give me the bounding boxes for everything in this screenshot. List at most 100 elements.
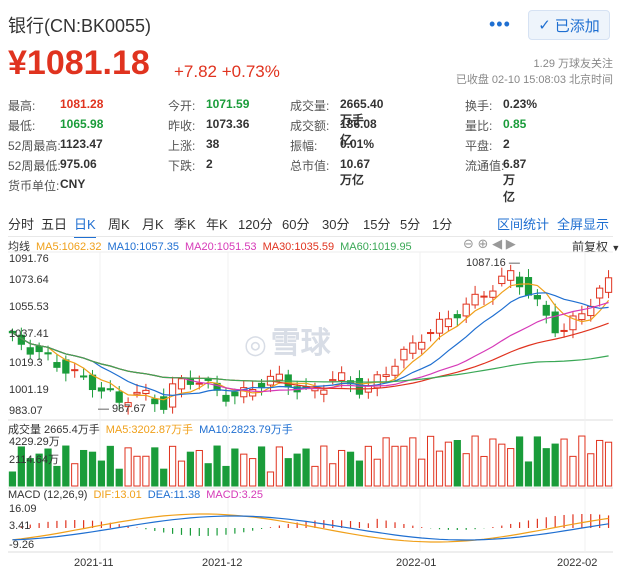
stat-label: 平盘: — [465, 139, 493, 153]
tab-8[interactable]: 60分 — [282, 217, 310, 232]
price-tick: 1091.76 — [9, 253, 49, 265]
stat-label: 下跌: — [168, 159, 196, 173]
adjust-dropdown[interactable]: 前复权 ▼ — [572, 240, 621, 254]
candle-body — [453, 314, 461, 319]
volume-bar — [142, 455, 150, 487]
legend-entry: MA20:1051.53 — [185, 241, 257, 253]
macd-tick: 3.41 — [9, 520, 30, 532]
tab-0[interactable]: 分时 — [8, 217, 35, 232]
zoom-out-icon[interactable]: ⊖ — [463, 236, 474, 251]
tab-12[interactable]: 1分 — [432, 217, 453, 232]
stat-label: 总市值: — [290, 159, 330, 173]
volume-bar — [311, 465, 319, 487]
ma-line-5 — [12, 283, 610, 401]
tab-11[interactable]: 5分 — [400, 217, 421, 232]
current-price: ¥1081.18 — [8, 44, 150, 82]
candle-body — [462, 303, 470, 317]
volume-bar — [284, 458, 292, 487]
pan-right-icon[interactable]: ▶ — [505, 236, 516, 251]
volume-tick: 4229.29万 — [9, 436, 60, 448]
volume-bar — [168, 445, 177, 487]
tab-1[interactable]: 五日 — [41, 217, 68, 232]
stat-label: 昨收: — [168, 119, 196, 133]
x-axis-label: 2022-01 — [396, 557, 436, 569]
tab-4[interactable]: 月K — [142, 217, 164, 232]
stat-item: 今开: 1071.59 — [168, 97, 249, 114]
price-tick: 1073.64 — [9, 274, 49, 286]
volume-bar — [240, 453, 248, 487]
volume-bar — [115, 468, 123, 487]
candle-body — [400, 348, 408, 361]
tab-9[interactable]: 30分 — [322, 217, 350, 232]
candle-body — [80, 375, 88, 378]
stat-item: 下跌: 2 — [168, 157, 213, 174]
stat-item: 上涨: 38 — [168, 137, 219, 154]
volume-bar — [480, 455, 488, 487]
tab-6[interactable]: 年K — [206, 217, 228, 232]
tab-2[interactable]: 日K — [74, 214, 96, 238]
tab-10[interactable]: 15分 — [363, 217, 391, 232]
macd-tick: -9.26 — [9, 539, 34, 551]
stat-label: 振幅: — [290, 139, 318, 153]
candle-body — [329, 379, 337, 382]
stat-value: 1081.28 — [60, 97, 104, 111]
x-axis-label: 2021-12 — [202, 557, 242, 569]
pan-left-icon[interactable]: ◀ — [492, 236, 503, 251]
volume-bar — [133, 455, 141, 487]
stat-item: 52周最高: 1123.47 — [8, 137, 103, 154]
candle-body — [338, 372, 346, 381]
range-stats-link[interactable]: 区间统计 — [497, 217, 550, 232]
fullscreen-link[interactable]: 全屏显示 — [557, 217, 610, 232]
stat-value: 0.85 — [503, 117, 527, 131]
volume-bar — [409, 437, 417, 487]
price-tick: 1055.53 — [9, 301, 49, 313]
volume-bar — [80, 449, 88, 487]
tab-5[interactable]: 季K — [174, 217, 196, 232]
volume-bar — [604, 441, 613, 487]
stat-value: 186.08亿 — [340, 117, 377, 147]
price-tick: 1019.3 — [9, 357, 43, 369]
volume-bar — [88, 451, 97, 487]
volume-bar — [213, 445, 221, 487]
volume-bar — [542, 448, 550, 487]
volume-bar — [71, 463, 79, 487]
checkmark-icon: ✓ — [538, 17, 551, 34]
price-change: +7.82 +0.73% — [174, 62, 280, 81]
stat-item: 昨收: 1073.36 — [168, 117, 249, 134]
volume-bar — [17, 446, 25, 487]
price-tick: 1037.41 — [9, 328, 49, 340]
candle-body — [115, 391, 123, 403]
volume-bar — [578, 435, 586, 487]
more-dots-icon[interactable]: ••• — [489, 14, 511, 34]
stat-value: 975.06 — [60, 157, 97, 171]
candle-body — [560, 329, 568, 332]
stat-value: 0.01% — [340, 137, 375, 151]
legend-entry: MA60:1019.95 — [340, 241, 412, 253]
candle-body — [391, 365, 399, 376]
candle-body — [418, 341, 426, 350]
stat-item: 换手: 0.23% — [465, 97, 537, 114]
stat-value: 2665.40万手 — [340, 97, 384, 127]
stat-value: 38 — [206, 137, 220, 151]
volume-bar — [151, 447, 159, 487]
stat-value: 1123.47 — [60, 137, 103, 151]
min-price-label: — 987.67 — [98, 403, 146, 415]
volume-bar — [462, 453, 470, 487]
candle-body — [97, 387, 106, 392]
dif-line — [12, 513, 609, 543]
candle-body — [569, 315, 577, 331]
stat-label: 最高: — [8, 99, 36, 113]
volume-bar — [8, 471, 17, 487]
stat-label: 上涨: — [168, 139, 196, 153]
tab-7[interactable]: 120分 — [238, 217, 273, 232]
zoom-in-icon[interactable]: ⊕ — [477, 236, 489, 251]
candle-body — [426, 332, 435, 335]
candle-body — [533, 295, 541, 300]
add-watchlist-button[interactable]: ✓ 已添加 — [528, 10, 610, 40]
volume-bar — [355, 460, 364, 487]
chevron-down-icon: ▼ — [611, 243, 621, 253]
tab-3[interactable]: 周K — [108, 217, 130, 232]
candle-body — [133, 391, 141, 395]
stat-value: 10.67万亿 — [340, 157, 371, 187]
